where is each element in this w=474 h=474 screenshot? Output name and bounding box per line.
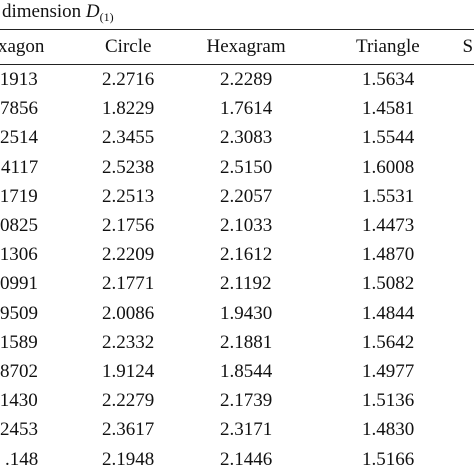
- table-cell: 1.5634: [362, 69, 415, 90]
- table-cell: 2.2716: [102, 69, 155, 90]
- table-cell: 2.1033: [220, 215, 273, 236]
- table-cell: 1.5082: [362, 273, 415, 295]
- table-cell: 1.7614: [220, 98, 273, 120]
- table-cell: 2453: [0, 419, 38, 441]
- table-cell: 2.1446: [220, 448, 273, 470]
- table-cell: .148: [5, 448, 39, 470]
- table-cell: 2.1948: [102, 448, 155, 470]
- column-header: Triangle: [356, 36, 420, 57]
- table-cell: 7856: [0, 98, 38, 120]
- top-rule: [0, 29, 474, 30]
- table-cell: 1.4977: [362, 361, 415, 382]
- table-cell: 1.5531: [362, 185, 415, 207]
- table-cell: 2.1192: [220, 273, 272, 295]
- title-text: dimension: [2, 1, 82, 22]
- table-cell: 1.8544: [220, 361, 273, 382]
- table-cell: 1.6008: [362, 156, 415, 178]
- table-cell: .1913: [0, 69, 38, 90]
- table-cell: 8702: [0, 361, 38, 382]
- table-cell: 1.5642: [362, 331, 415, 353]
- title-symbol: D: [85, 1, 100, 22]
- table-cell: 2.2289: [220, 69, 273, 90]
- table-cell: 2.2332: [102, 331, 155, 353]
- table-cell: 2.3083: [220, 127, 273, 149]
- table-cell: .1430: [0, 390, 38, 412]
- table-cell: 1.9430: [220, 302, 273, 324]
- table-cell: 2.2513: [102, 185, 155, 207]
- table-cell: 2.1771: [102, 273, 155, 295]
- table-cell: 0825: [0, 215, 38, 236]
- table-cell: 1.9124: [102, 361, 155, 382]
- header-rule: [0, 64, 474, 65]
- table-cell: 9509: [0, 302, 38, 324]
- column-header: xagon: [0, 36, 45, 57]
- table-cell: 2.3171: [220, 419, 273, 441]
- table-cell: 2.2279: [102, 390, 155, 412]
- table-cell: 4117: [1, 156, 39, 178]
- column-header: Hexagram: [206, 36, 286, 57]
- table-cell: .1589: [0, 331, 38, 353]
- table-cell: .1306: [0, 244, 38, 266]
- table-cell: 1.4844: [362, 302, 415, 324]
- table-cell: 2.2209: [102, 244, 155, 266]
- table-cell: 1.5544: [362, 127, 415, 149]
- table-cell: 2514: [0, 127, 38, 149]
- table-cell: 1.4870: [362, 244, 415, 266]
- table-cell: 2.2057: [220, 185, 273, 207]
- table-cell: 2.1756: [102, 215, 155, 236]
- table-cell: 1.5136: [362, 390, 415, 412]
- table-cell: 2.0086: [102, 302, 155, 324]
- table-cell: 2.3455: [102, 127, 155, 149]
- table-cell: 1.5166: [362, 448, 415, 470]
- table-cell: .1719: [0, 185, 38, 207]
- table-cell: 1.4830: [362, 419, 415, 441]
- table-title: dimension D(1): [2, 1, 114, 28]
- table-cell: 2.1612: [220, 244, 273, 266]
- table-cell: 0991: [0, 273, 38, 295]
- table-cell: 2.5150: [220, 156, 273, 178]
- column-header: Circle: [105, 36, 152, 57]
- table-cell: 2.1881: [220, 331, 273, 353]
- table-cell: 2.5238: [102, 156, 155, 178]
- table-cell: 1.4581: [362, 98, 415, 120]
- table-cell: 2.3617: [102, 419, 155, 441]
- title-subscript: (1): [99, 10, 114, 24]
- column-header: S: [462, 36, 474, 57]
- table-cell: 2.1739: [220, 390, 273, 412]
- table-cell: 1.4473: [362, 215, 415, 236]
- table-cell: 1.8229: [102, 98, 155, 120]
